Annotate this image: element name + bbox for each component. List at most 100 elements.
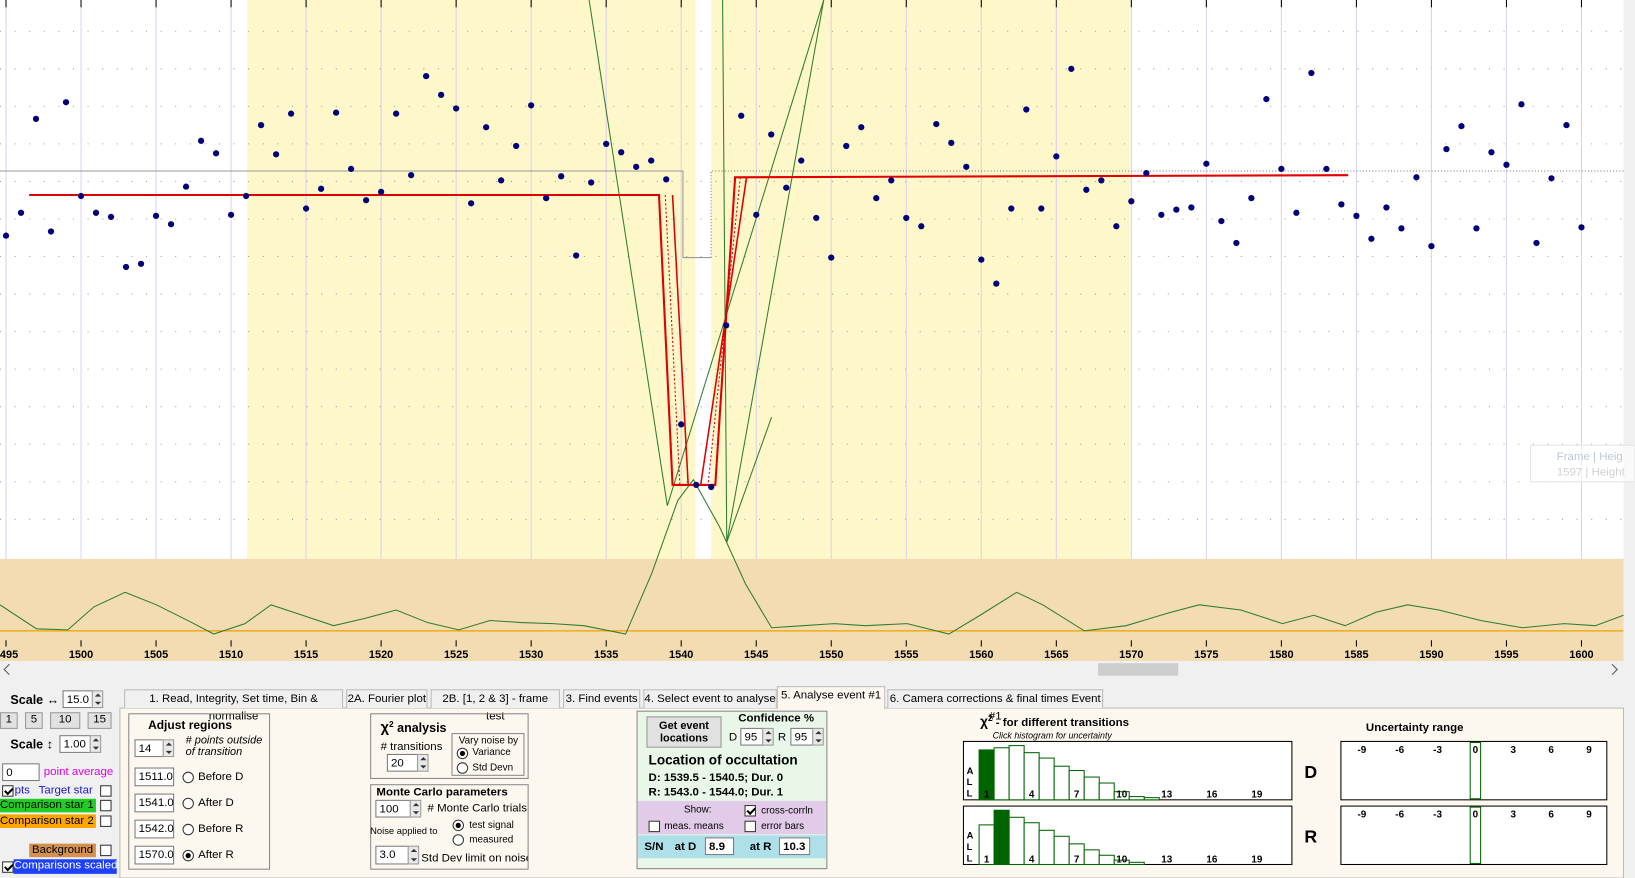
- zoom-button[interactable]: 1: [0, 712, 18, 729]
- spinner[interactable]: [162, 739, 175, 758]
- hist-tick-label: 4: [1029, 854, 1035, 865]
- tab[interactable]: 2B. [1, 2 & 3] - frame test: [430, 689, 560, 723]
- d-confidence[interactable]: 95: [740, 727, 764, 746]
- zoom-button[interactable]: 10: [50, 712, 81, 729]
- r-confidence[interactable]: 95: [790, 727, 814, 746]
- get-locations-button[interactable]: Get event locations: [646, 716, 722, 748]
- region-radio[interactable]: [182, 797, 194, 810]
- histogram-bar[interactable]: [1083, 849, 1100, 866]
- region-input[interactable]: 1570.0: [134, 845, 175, 865]
- tab[interactable]: 6. Camera corrections & final times Even…: [887, 689, 1104, 723]
- region-input[interactable]: 1542.0: [134, 819, 175, 839]
- data-point: [1278, 165, 1285, 173]
- histogram-bar[interactable]: [1098, 854, 1115, 866]
- histogram-bar[interactable]: [1038, 829, 1055, 866]
- h-scrollbar[interactable]: [0, 661, 1624, 678]
- spinner[interactable]: [91, 690, 104, 709]
- stddev-radio[interactable]: [456, 762, 469, 774]
- test-signal-radio[interactable]: [452, 819, 465, 832]
- data-point: [1503, 161, 1510, 168]
- histogram-bar[interactable]: [1083, 776, 1100, 801]
- region-radio[interactable]: [182, 823, 194, 836]
- comp2-checkbox[interactable]: [100, 815, 112, 827]
- hist-tick-label: 10: [1116, 790, 1128, 801]
- background-label: Background: [29, 843, 96, 858]
- scroll-right[interactable]: [1611, 663, 1618, 676]
- points-input[interactable]: 14: [134, 739, 164, 758]
- spinner[interactable]: [812, 727, 824, 746]
- limit-label: Std Dev limit on noise: [421, 851, 528, 865]
- histogram-bar[interactable]: [1098, 782, 1115, 801]
- x-tick-label: 1595: [1494, 649, 1518, 661]
- x-tick-label: 1515: [294, 649, 318, 661]
- histogram-bar[interactable]: [993, 747, 1010, 801]
- comp1-checkbox[interactable]: [100, 799, 112, 812]
- region-input[interactable]: 1511.0: [134, 767, 175, 787]
- scroll-thumb[interactable]: [1097, 663, 1179, 676]
- tab-selected[interactable]: 5. Analyse event #1: [776, 686, 886, 710]
- data-point: [2, 232, 10, 239]
- transitions-input[interactable]: 20: [386, 753, 419, 772]
- limit-input[interactable]: 3.0: [375, 845, 409, 865]
- spinner[interactable]: [409, 799, 422, 818]
- average-dropdown[interactable]: 0: [2, 763, 40, 782]
- background-checkbox[interactable]: [100, 844, 112, 857]
- tab[interactable]: 3. Find events: [563, 689, 641, 709]
- zoom-button[interactable]: 5: [25, 712, 43, 729]
- pts-checkbox[interactable]: [2, 785, 14, 797]
- uncertainty-tick: 3: [1511, 810, 1517, 821]
- spinner[interactable]: [89, 735, 102, 753]
- comp1-label: Comparison star 1: [0, 798, 96, 813]
- adjust-group: [128, 713, 271, 870]
- target-checkbox[interactable]: [100, 785, 112, 797]
- chi-symbol: χ: [380, 718, 389, 736]
- data-point: [558, 173, 565, 180]
- means-checkbox[interactable]: [648, 820, 661, 833]
- tab[interactable]: 4. Select event to analyse: [643, 689, 777, 709]
- spinner[interactable]: [762, 727, 774, 746]
- histogram-bar[interactable]: [1143, 797, 1160, 801]
- histogram-bar[interactable]: [1038, 757, 1055, 801]
- data-point: [257, 122, 265, 129]
- histogram-bar[interactable]: [1053, 765, 1070, 801]
- data-point: [993, 280, 1000, 287]
- histogram-bar[interactable]: [1113, 791, 1130, 801]
- histogram-bar[interactable]: [1128, 796, 1145, 801]
- data-point: [798, 157, 805, 164]
- data-point: [182, 183, 190, 190]
- data-point: [543, 195, 550, 202]
- histogram-bar[interactable]: [993, 809, 1010, 866]
- data-point: [167, 221, 175, 228]
- data-point: [903, 214, 910, 222]
- histogram-bar[interactable]: [1053, 835, 1070, 866]
- histogram-bar[interactable]: [1008, 745, 1025, 801]
- hist-title: χ2 - for different transitions: [980, 713, 1129, 729]
- data-point: [1023, 106, 1030, 113]
- tab[interactable]: 2A. Fourier plot: [346, 689, 428, 709]
- tab[interactable]: 1. Read, Integrity, Set time, Bin & norm…: [124, 689, 344, 723]
- variance-radio[interactable]: [456, 747, 469, 760]
- trials-input[interactable]: 100: [375, 799, 411, 818]
- scale-h-input[interactable]: 15.0: [62, 690, 94, 709]
- hist-axis-letter: L: [967, 789, 973, 799]
- errors-checkbox[interactable]: [744, 820, 756, 833]
- cross-checkbox[interactable]: [744, 805, 756, 817]
- zoom-button[interactable]: 15: [87, 712, 112, 729]
- region-radio[interactable]: [182, 771, 194, 784]
- spinner[interactable]: [417, 753, 429, 772]
- scaled-checkbox[interactable]: [2, 861, 14, 873]
- scale-v-input[interactable]: 1.00: [59, 735, 91, 753]
- data-point: [603, 140, 610, 148]
- spinner[interactable]: [407, 845, 420, 865]
- data-point: [152, 212, 160, 219]
- histogram-bar[interactable]: [1008, 816, 1025, 866]
- region-input[interactable]: 1541.0: [134, 793, 175, 813]
- variance-label: Variance: [472, 746, 511, 759]
- histogram-bar[interactable]: [1128, 861, 1145, 866]
- data-point: [1053, 153, 1060, 160]
- region-radio[interactable]: [182, 849, 194, 862]
- data-point: [438, 91, 445, 99]
- scroll-left[interactable]: [3, 663, 10, 676]
- at-d-label: at D: [674, 840, 697, 854]
- measured-radio[interactable]: [452, 834, 465, 846]
